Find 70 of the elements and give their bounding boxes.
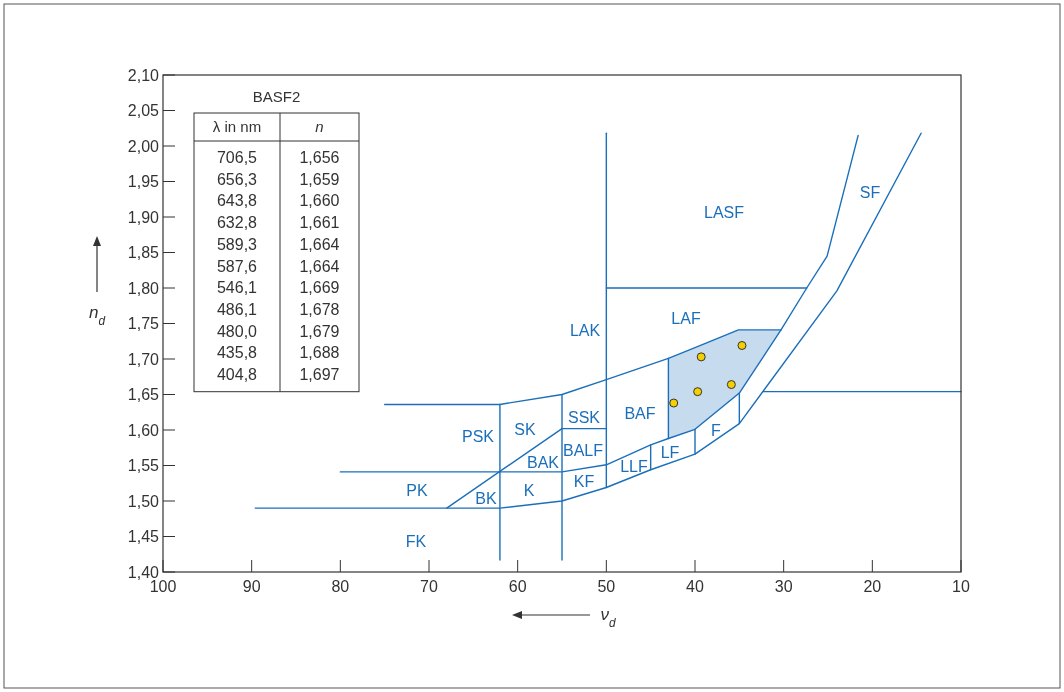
annotation: 1,664 [299,235,340,253]
annotation: BALF [562,441,604,459]
annotation: PSK [461,427,495,445]
y-tick-label: 1,45 [127,528,160,546]
annotation: 1,660 [299,192,340,210]
y-tick-label: 1,80 [127,279,160,297]
y-tick-label: 1,65 [127,386,160,404]
annotation: 435,8 [216,344,258,362]
annotation: 632,8 [216,214,258,232]
annotation: 1,659 [299,170,340,188]
annotation: SSK [567,408,601,426]
x-tick-label: 40 [686,578,704,595]
annotation: 643,8 [216,192,258,210]
annotation: LF [660,443,680,461]
annotation: λ in nm [212,118,262,135]
y-tick-label: 1,90 [127,208,160,226]
annotation: 1,656 [299,149,340,166]
y-tick-label: 1,50 [127,492,160,510]
y-axis-title: n$_{d}$ [88,303,106,328]
annotation: n [315,118,324,135]
x-tick-label: 70 [420,578,438,595]
annotation: 589,3 [216,235,258,253]
annotation: F [711,421,722,439]
x-tick-label: 100 [149,578,177,595]
annotation: 546,1 [216,279,258,297]
annotation: BASF2 [252,88,301,105]
x-tick-label: 60 [508,578,527,595]
annotation: FK [405,532,427,550]
annotation: PK [406,481,428,499]
annotation: 1,679 [299,322,340,340]
annotation: LLF [620,457,649,475]
annotation: 587,6 [216,257,258,275]
annotation: K [523,481,535,499]
x-tick-label: 30 [774,578,793,595]
y-tick-label: 1,85 [127,244,160,262]
y-tick-label: 1,55 [127,457,160,475]
annotation: 706,5 [216,149,258,166]
annotation: 1,664 [299,257,340,275]
x-tick-label: 10 [952,578,970,595]
annotation: BAF [624,404,656,422]
x-tick-label: 80 [331,578,350,595]
y-tick-label: 1,95 [127,173,160,191]
annotation: LAF [671,309,701,327]
y-tick-label: 2,00 [127,137,160,155]
annotation: 1,661 [299,214,340,232]
annotation: SK [514,420,536,438]
y-tick-label: 2,05 [127,102,160,120]
y-tick-label: 2,10 [127,66,160,84]
x-tick-label: 50 [597,578,616,595]
annotation: 480,0 [216,322,258,340]
annotation: 656,3 [216,170,258,188]
annotation: SF [859,183,881,201]
annotation: 1,697 [299,366,340,383]
x-axis-title: ν$_{d}$ [600,605,616,630]
annotation: 1,688 [299,344,340,362]
annotation: 404,8 [216,366,258,383]
x-tick-label: 20 [863,578,882,595]
annotation: LASF [703,203,745,221]
annotation: 486,1 [216,300,258,318]
annotation: BK [475,489,497,507]
y-tick-label: 1,40 [127,563,160,581]
annotation: 1,678 [299,300,340,318]
y-tick-label: 1,70 [127,350,160,368]
y-tick-label: 1,60 [127,421,160,439]
annotation: LAK [569,321,601,339]
annotation: KF [573,472,595,490]
annotation: 1,669 [299,279,340,297]
annotation: BAK [526,453,560,471]
y-tick-label: 1,75 [127,315,160,333]
x-tick-label: 90 [242,578,261,595]
